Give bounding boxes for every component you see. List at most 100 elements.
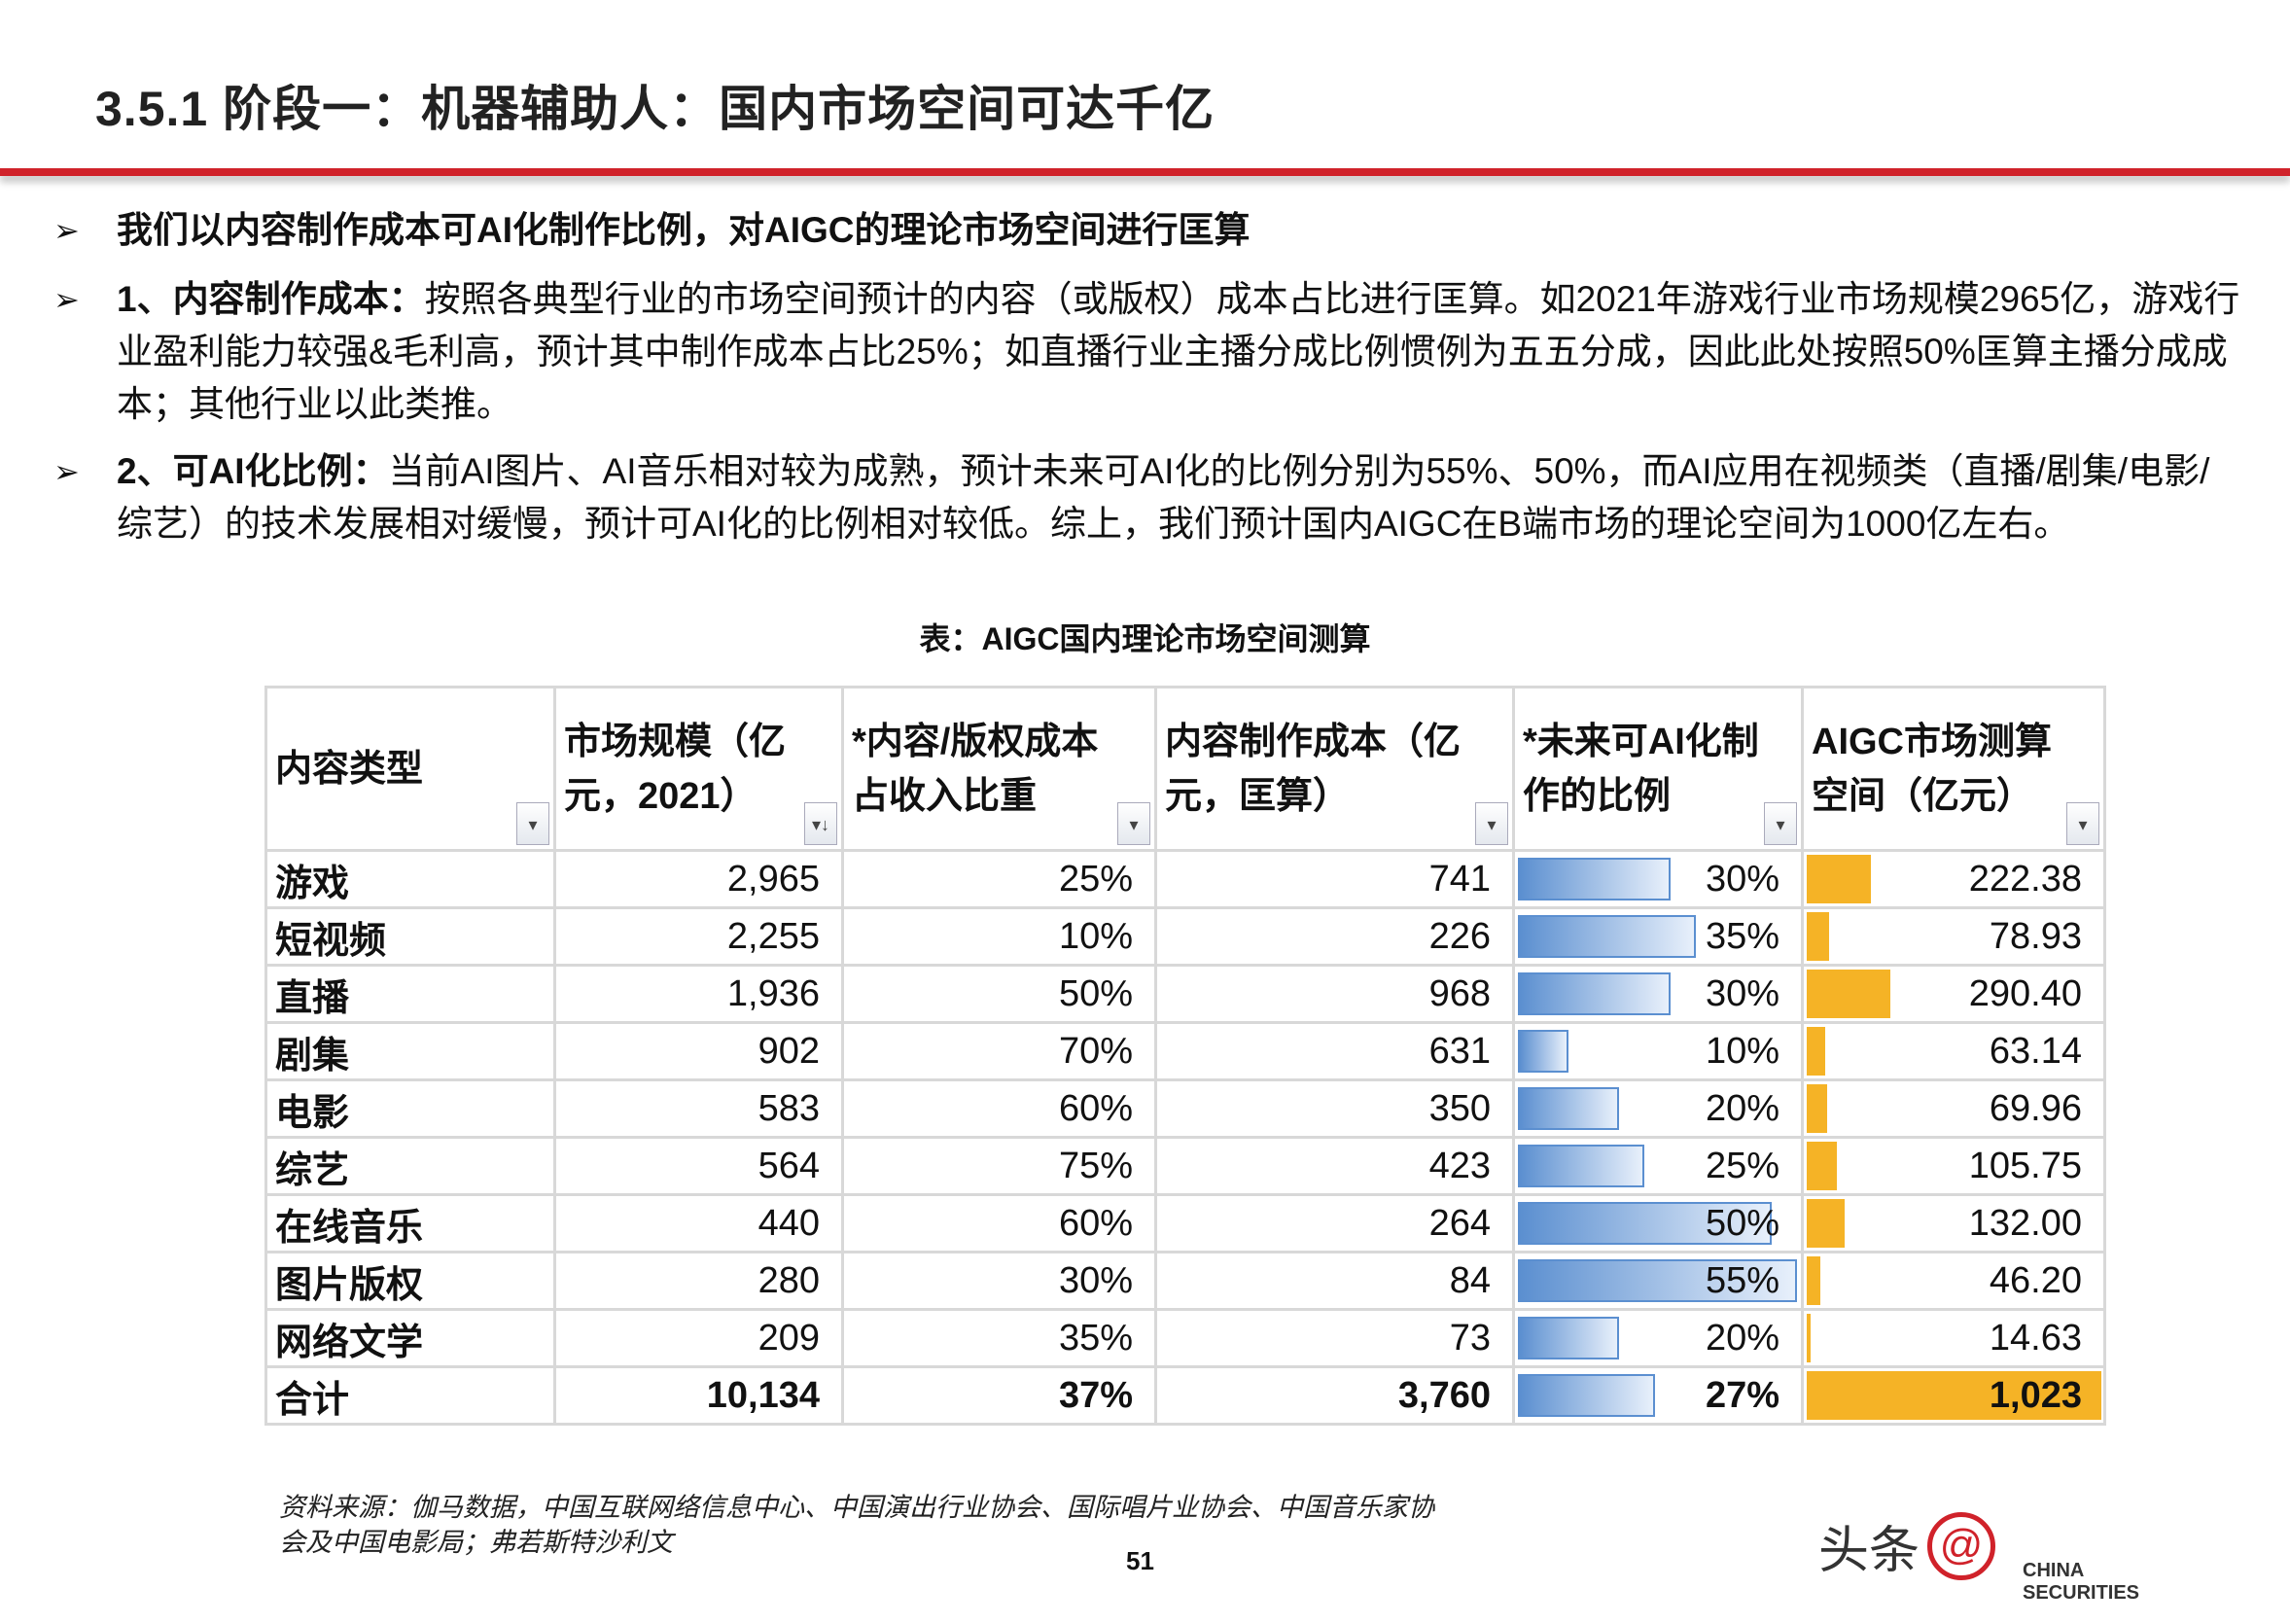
watermark-brand: CHINA SECURITIES (2023, 1560, 2140, 1604)
table-cell: 75% (841, 1136, 1157, 1196)
cell-value: 50% (1058, 972, 1133, 1014)
cell-value: 60% (1058, 1087, 1133, 1129)
column-header-label: 市场规模（亿元，2021） (564, 721, 787, 817)
table-cell: 631 (1154, 1021, 1515, 1081)
ai-ratio-databar (1518, 1202, 1772, 1245)
arrow-bullet-icon: ➢ (53, 282, 80, 317)
cell-value: 78.93 (1989, 915, 2082, 957)
cell-value: 209 (757, 1317, 820, 1359)
table-cell: 25% (841, 849, 1157, 909)
cell-value: 剧集 (275, 1035, 350, 1077)
bullet-text: 我们以内容制作成本可AI化制作比例，对AIGC的理论市场空间进行匡算 (117, 210, 1251, 250)
cell-value: 20% (1705, 1317, 1779, 1359)
cell-value: 30% (1705, 858, 1779, 900)
cell-value: 25% (1058, 858, 1133, 900)
arrow-bullet-icon: ➢ (53, 454, 80, 489)
table-cell: 37% (841, 1365, 1157, 1426)
filter-dropdown-icon[interactable]: ▾ (2066, 802, 2099, 845)
watermark-text: 头条 (1818, 1523, 1920, 1579)
table-cell: 132.00 (1801, 1193, 2106, 1253)
filter-dropdown-icon[interactable]: ▾↓ (804, 802, 837, 845)
cell-value: 37% (1058, 1374, 1133, 1416)
table-cell: 902 (553, 1021, 844, 1081)
table-row: 综艺 564 75% 423 25% 105.75 (264, 1136, 2106, 1196)
cell-value: 741 (1428, 858, 1491, 900)
table-cell: 222.38 (1801, 849, 2106, 909)
total-row: 合计 10,134 37% 3,760 27% 1,023 (264, 1365, 2106, 1426)
table-cell: 583 (553, 1078, 844, 1139)
table-cell: 25% (1512, 1136, 1804, 1196)
cell-value: 电影 (275, 1092, 350, 1134)
table-cell: 3,760 (1154, 1365, 1515, 1426)
cell-value: 50% (1705, 1202, 1779, 1244)
ai-ratio-databar (1518, 1087, 1620, 1130)
filter-dropdown-icon[interactable]: ▾ (516, 802, 549, 845)
cell-value: 423 (1428, 1145, 1491, 1186)
table-cell: 在线音乐 (264, 1193, 556, 1253)
table-cell: 35% (841, 1308, 1157, 1368)
table-cell: 55% (1512, 1251, 1804, 1311)
cell-value: 564 (757, 1145, 820, 1186)
watermark-logo-icon: @ (1927, 1511, 1996, 1580)
aigc-databar (1807, 1199, 1846, 1248)
aigc-databar (1807, 970, 1890, 1018)
cell-value: 264 (1428, 1202, 1491, 1244)
table-cell: 20% (1512, 1308, 1804, 1368)
table-cell: 423 (1154, 1136, 1515, 1196)
table-cell: 46.20 (1801, 1251, 2106, 1311)
table-cell: 图片版权 (264, 1251, 556, 1311)
table-row: 图片版权 280 30% 84 55% 46.20 (264, 1251, 2106, 1311)
cell-value: 60% (1058, 1202, 1133, 1244)
aigc-databar (1807, 1314, 1812, 1362)
cell-value: 图片版权 (275, 1264, 424, 1306)
aigc-databar (1807, 1371, 2101, 1420)
table-row: 剧集 902 70% 631 10% 63.14 (264, 1021, 2106, 1081)
cell-value: 30% (1705, 972, 1779, 1014)
filter-dropdown-icon[interactable]: ▾ (1475, 802, 1508, 845)
cell-value: 35% (1058, 1317, 1133, 1359)
column-header: 内容类型 ▾ (264, 686, 556, 852)
column-header-label: 内容类型 (275, 748, 424, 790)
column-header: *未来可AI化制作的比例 ▾ (1512, 686, 1804, 852)
cell-value: 290.40 (1968, 972, 2082, 1014)
table-cell: 30% (841, 1251, 1157, 1311)
cell-value: 在线音乐 (275, 1207, 424, 1249)
table-cell: 20% (1512, 1078, 1804, 1139)
column-header: 内容制作成本（亿元，匡算） ▾ (1154, 686, 1515, 852)
table-cell: 10,134 (553, 1365, 844, 1426)
cell-value: 70% (1058, 1030, 1133, 1072)
column-header-label: AIGC市场测算空间（亿元） (1812, 721, 2053, 817)
ai-ratio-databar (1518, 972, 1671, 1015)
table-cell: 直播 (264, 964, 556, 1024)
filter-dropdown-icon[interactable]: ▾ (1764, 802, 1797, 845)
table-cell: 209 (553, 1308, 844, 1368)
table-cell: 280 (553, 1251, 844, 1311)
table-cell: 350 (1154, 1078, 1515, 1139)
filter-dropdown-icon[interactable]: ▾ (1117, 802, 1150, 845)
cell-value: 2,965 (726, 858, 820, 900)
ai-ratio-databar (1518, 1259, 1797, 1302)
table-cell: 30% (1512, 964, 1804, 1024)
cell-value: 30% (1058, 1259, 1133, 1301)
aigc-databar (1807, 1142, 1838, 1190)
table-cell: 50% (841, 964, 1157, 1024)
cell-value: 综艺 (275, 1149, 350, 1191)
table-cell: 30% (1512, 849, 1804, 909)
arrow-bullet-icon: ➢ (53, 213, 80, 248)
table-cell: 14.63 (1801, 1308, 2106, 1368)
title-divider (0, 168, 2290, 176)
cell-value: 440 (757, 1202, 820, 1244)
table-cell: 70% (841, 1021, 1157, 1081)
watermark: 头条 @ CHINA SECURITIES (1818, 1509, 2139, 1604)
table-row: 直播 1,936 50% 968 30% 290.40 (264, 964, 2106, 1024)
cell-value: 132.00 (1968, 1202, 2082, 1244)
table-cell: 968 (1154, 964, 1515, 1024)
cell-value: 631 (1428, 1030, 1491, 1072)
cell-value: 游戏 (275, 863, 350, 904)
table-cell: 69.96 (1801, 1078, 2106, 1139)
cell-value: 63.14 (1989, 1030, 2082, 1072)
table-row: 游戏 2,965 25% 741 30% 222.38 (264, 849, 2106, 909)
ai-ratio-databar (1518, 1317, 1620, 1359)
cell-value: 短视频 (275, 920, 387, 962)
aigc-databar (1807, 1027, 1825, 1076)
